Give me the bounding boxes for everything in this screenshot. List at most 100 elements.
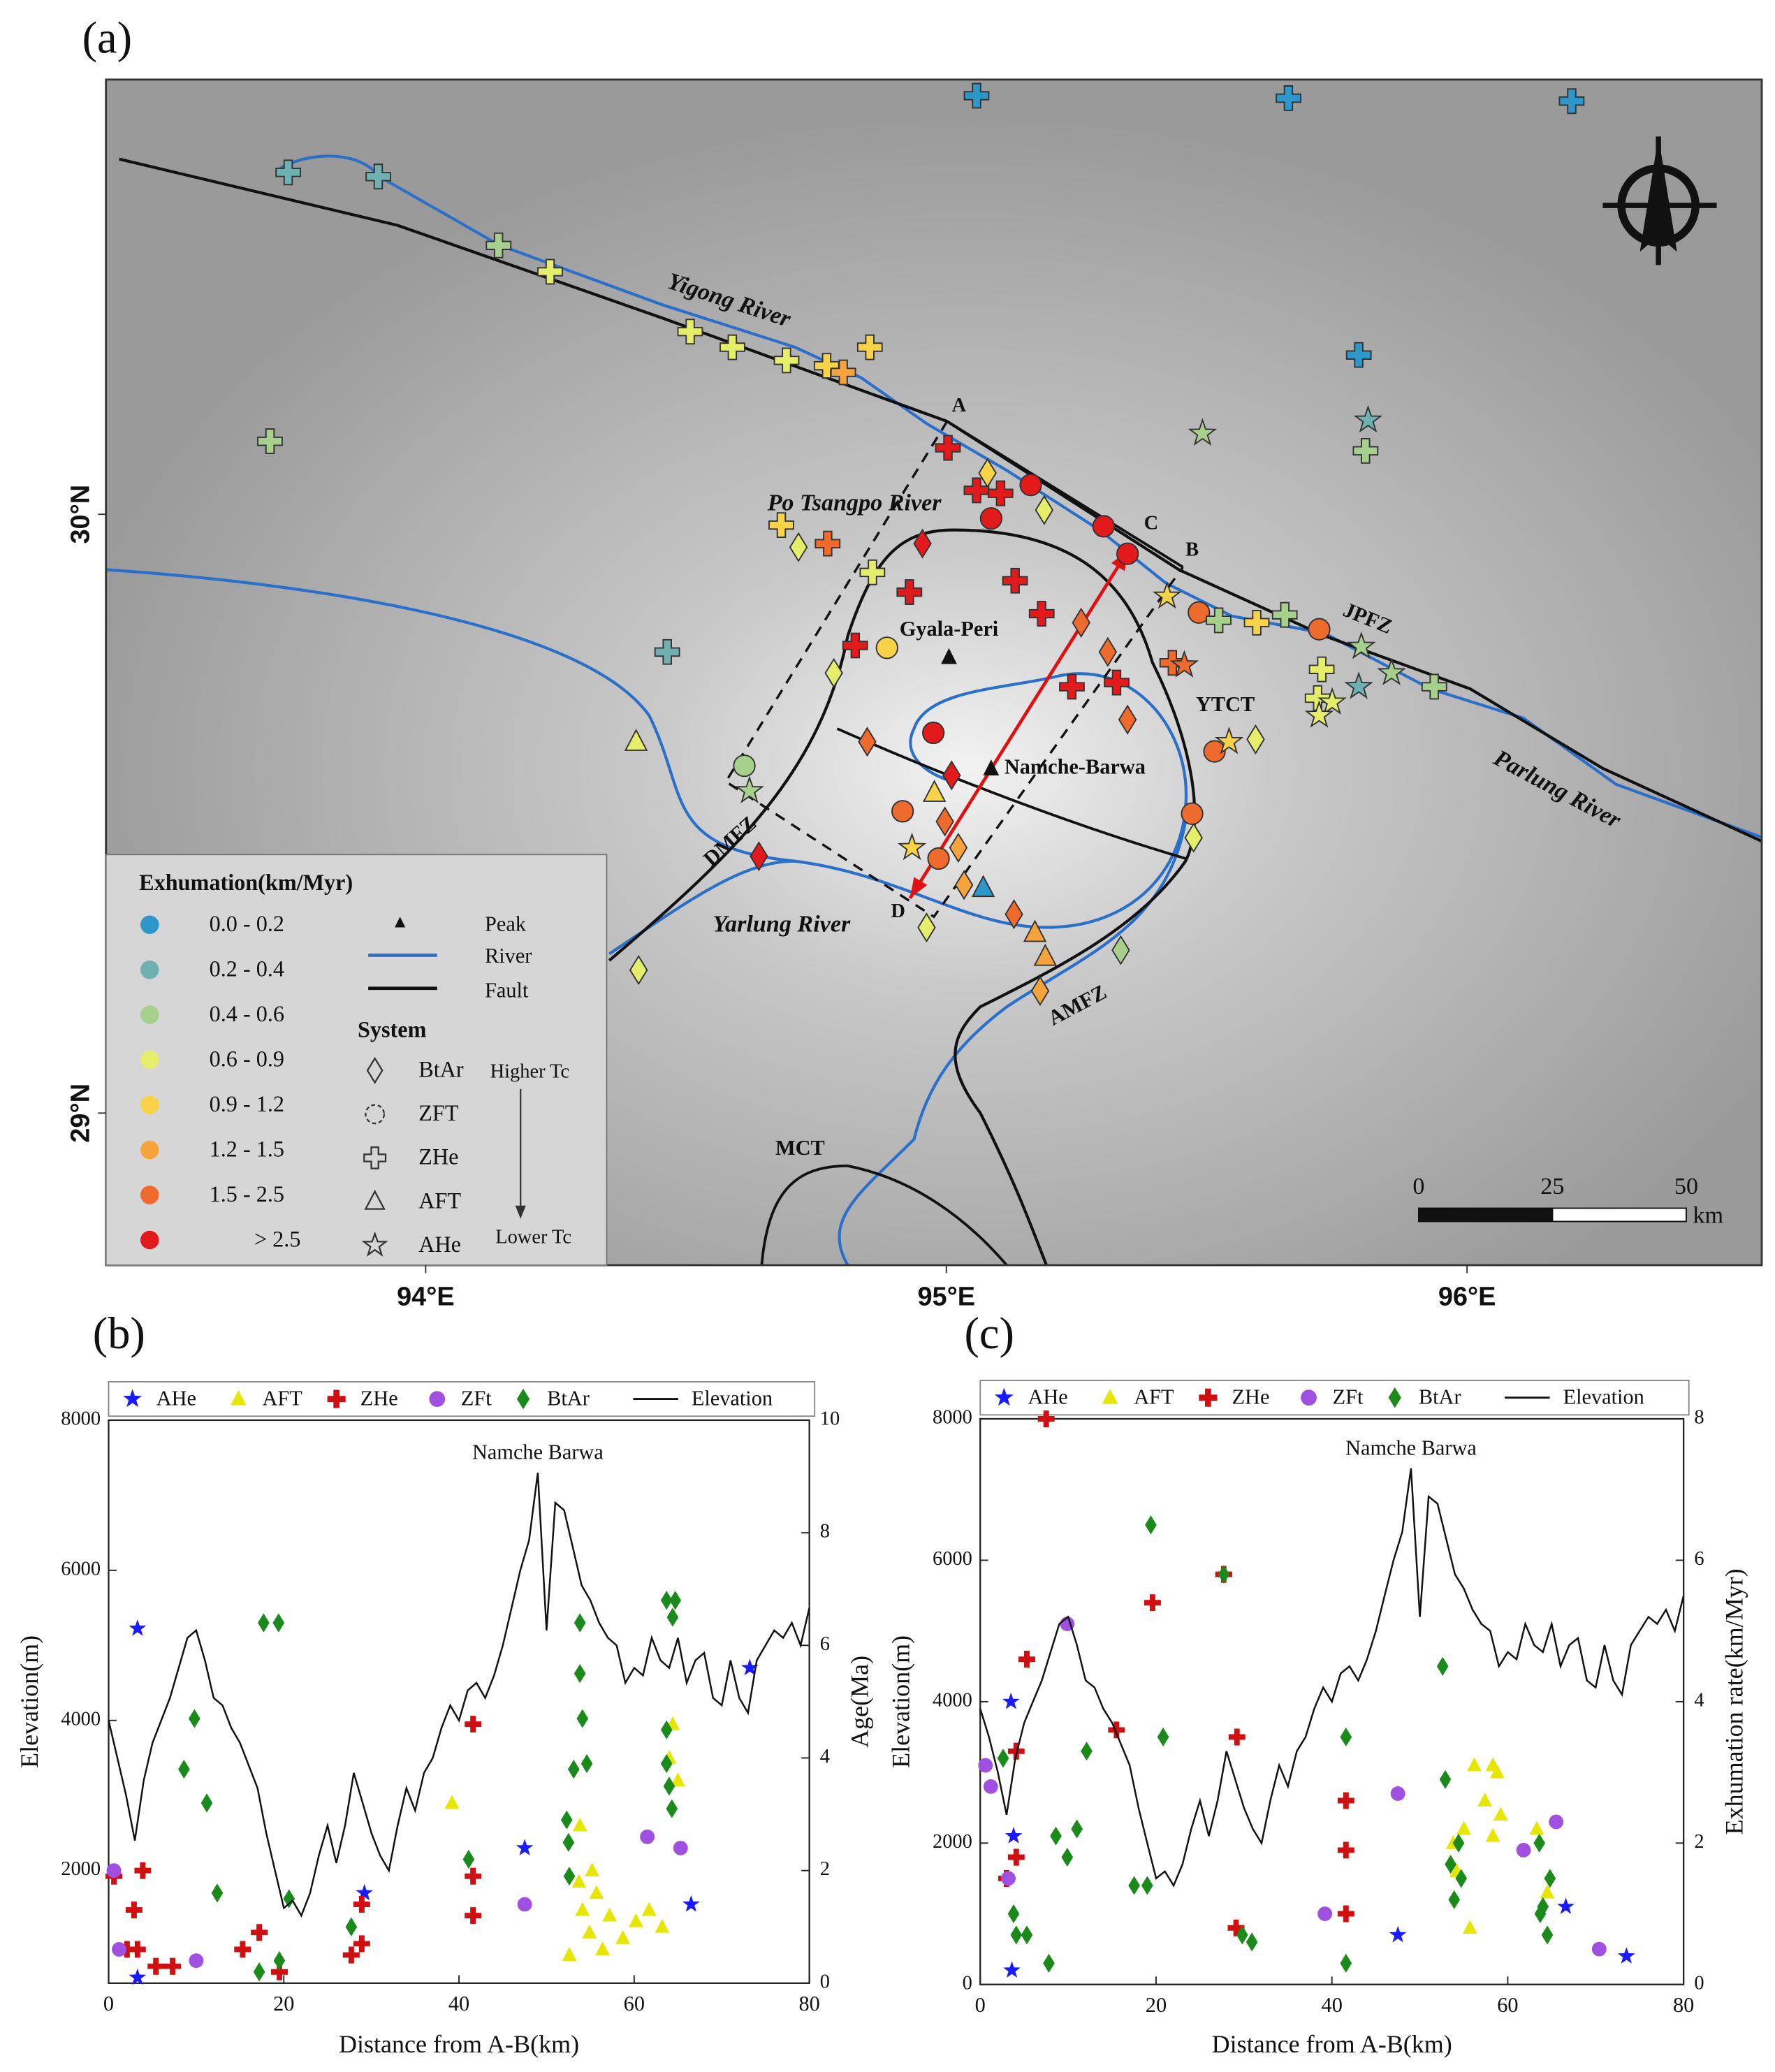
data-point — [641, 1902, 657, 1916]
data-point — [595, 1941, 611, 1955]
sample — [773, 347, 800, 374]
sample — [1347, 631, 1376, 659]
legend-system-symbol — [365, 1104, 386, 1125]
legend-label: Elevation — [692, 1386, 773, 1410]
legend-label: ZFt — [1333, 1385, 1364, 1409]
legend-box — [979, 1380, 1690, 1416]
sample — [1345, 342, 1372, 368]
data-point — [1007, 1904, 1020, 1924]
legend-class-label: 1.5 - 2.5 — [210, 1181, 284, 1206]
scale-label: 25 — [1540, 1174, 1564, 1199]
data-point — [1246, 1932, 1258, 1952]
fault — [836, 727, 1186, 860]
data-point — [1549, 1814, 1564, 1830]
annotation: Namche Barwa — [472, 1440, 604, 1464]
data-point — [129, 1968, 147, 1985]
sample — [1035, 495, 1054, 525]
map-label: B — [1185, 539, 1199, 560]
fault — [608, 528, 1197, 1266]
sample — [856, 334, 883, 360]
data-point — [462, 1849, 475, 1869]
sample — [891, 800, 914, 823]
sample — [813, 353, 840, 379]
sample — [257, 428, 283, 454]
sample — [1116, 542, 1139, 565]
legend-symbol — [230, 1390, 247, 1406]
data-point — [666, 1799, 678, 1818]
legend-class-label: 1.2 - 1.5 — [210, 1136, 284, 1161]
data-point — [1534, 1904, 1547, 1924]
x-axis-label: Distance from A-B(km) — [339, 2030, 579, 2058]
y2-tick-label: 4 — [1694, 1689, 1704, 1711]
data-point — [615, 1929, 631, 1944]
data-point — [1081, 1742, 1093, 1761]
data-point — [163, 1957, 182, 1975]
legend-label: AFT — [1134, 1385, 1174, 1409]
data-point — [200, 1793, 213, 1813]
river — [105, 568, 1188, 929]
map-label: C — [1144, 513, 1159, 534]
sample — [1059, 673, 1085, 700]
data-point — [1337, 1905, 1354, 1923]
sample — [1271, 601, 1298, 628]
sample — [1276, 85, 1301, 111]
data-point — [1541, 1925, 1554, 1945]
sample — [979, 507, 1002, 530]
data-point — [1617, 1947, 1635, 1964]
data-point — [1439, 1770, 1452, 1789]
data-point — [571, 1874, 587, 1888]
sample — [842, 632, 868, 659]
data-point — [1128, 1876, 1140, 1895]
sample — [824, 657, 843, 688]
x-tick-label: 40 — [1322, 1993, 1343, 2017]
data-point — [562, 1947, 577, 1961]
legend-class-label: 0.6 - 0.9 — [210, 1046, 284, 1071]
map-label: A — [952, 395, 967, 416]
legend-class-swatch — [140, 1095, 159, 1114]
sample — [954, 870, 974, 900]
legend-label: Elevation — [1563, 1385, 1644, 1409]
lat-tick-label: 30°N — [66, 485, 96, 544]
data-point — [1227, 1919, 1245, 1936]
data-point — [574, 1664, 586, 1684]
sample — [935, 806, 954, 837]
sample — [1352, 438, 1379, 464]
legend-symbol — [429, 1391, 446, 1407]
y2-tick-label: 0 — [820, 1971, 830, 1992]
data-point — [1108, 1721, 1125, 1739]
y-axis-label: Elevation(m) — [887, 1635, 915, 1768]
data-point — [1157, 1727, 1169, 1746]
peak-label: Namche-Barwa — [1005, 754, 1146, 778]
data-point — [1390, 1786, 1405, 1801]
panel-label: (b) — [93, 1308, 145, 1358]
scale-label: 50 — [1674, 1174, 1698, 1199]
lat-tick-label: 29°N — [66, 1084, 96, 1143]
data-point — [147, 1957, 165, 1975]
data-point — [660, 1753, 673, 1774]
sample — [1098, 636, 1118, 667]
legend-system-symbol — [361, 1231, 388, 1257]
data-point — [1462, 1920, 1477, 1934]
sample — [1181, 802, 1204, 825]
legend-label: AHe — [156, 1386, 196, 1410]
legend-symbol — [516, 1388, 530, 1410]
data-point — [1455, 1869, 1468, 1888]
data-point — [517, 1897, 532, 1912]
x-tick-label: 40 — [448, 1992, 469, 2015]
data-point — [671, 1772, 685, 1787]
legend-label: Lower Tc — [495, 1227, 571, 1248]
sample — [963, 82, 990, 109]
legend-label: ZHe — [1232, 1385, 1270, 1409]
data-point — [465, 1716, 482, 1733]
scale-bar — [1417, 1207, 1554, 1223]
sample — [789, 532, 808, 562]
data-point — [983, 1779, 998, 1794]
data-point — [562, 1832, 575, 1852]
map-label: Po Tsangpo River — [767, 490, 942, 516]
sample — [913, 528, 932, 559]
legend-system-label: ZFT — [418, 1100, 459, 1125]
legend-symbol — [1388, 1387, 1401, 1408]
x-tick-label: 80 — [1673, 1993, 1694, 2017]
sample — [1002, 567, 1028, 594]
sample — [896, 579, 923, 605]
